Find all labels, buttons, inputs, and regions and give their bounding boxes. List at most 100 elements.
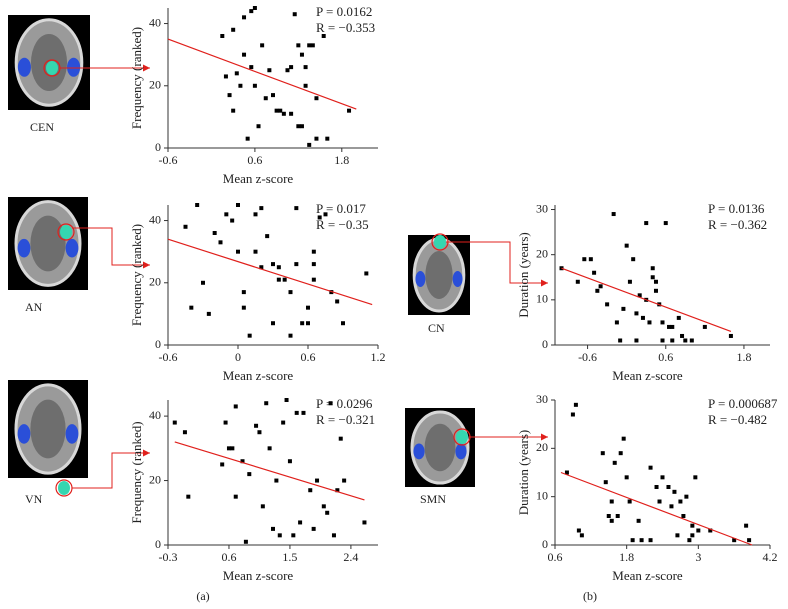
y-tick-label: 20 [536, 440, 548, 454]
activation [456, 430, 468, 444]
scatter-point [667, 324, 672, 329]
scatter-point [227, 93, 232, 98]
scatter-point [614, 320, 619, 325]
scatter-point [636, 518, 641, 523]
scatter-point [299, 124, 304, 129]
scatter-point [294, 410, 299, 415]
scatter-point [230, 218, 235, 223]
scatter-point [634, 311, 639, 316]
scatter-point [311, 526, 316, 531]
y-axis-label: Frequency (ranked) [129, 27, 144, 129]
stat-annotation: R = −0.362 [708, 217, 767, 232]
scatter-point [288, 290, 293, 295]
scatter-point [189, 305, 194, 310]
scatter-point [271, 321, 275, 326]
scatter-point [621, 436, 626, 441]
scatter-point [242, 52, 247, 57]
scatter-point [331, 533, 336, 538]
scatter-point [274, 108, 279, 113]
scatter-point [267, 68, 272, 73]
scatter-point [291, 533, 296, 538]
scatter-point [231, 27, 236, 32]
scatter-point [689, 338, 694, 343]
scatter-point [249, 65, 254, 70]
scatter-point [245, 136, 250, 141]
scatter-point [676, 315, 681, 320]
scatter-point [307, 142, 312, 147]
activation [17, 424, 31, 444]
scatter-point [307, 43, 312, 48]
scatter-point [259, 206, 264, 211]
x-axis-label: Mean z-score [223, 171, 294, 186]
scatter-point [212, 231, 217, 235]
scatter-point [669, 504, 674, 509]
scatter-point [224, 212, 229, 217]
y-tick-label: 30 [536, 392, 548, 406]
scatter-point [260, 504, 265, 509]
x-tick-label: 0 [235, 350, 241, 364]
y-tick-label: 0 [542, 537, 548, 551]
scatter-point [314, 96, 319, 101]
scatter-point [335, 488, 340, 493]
y-tick-label: 40 [149, 408, 161, 422]
scatter-point [647, 320, 652, 325]
scatter-point [347, 108, 352, 113]
scatter-point [618, 338, 623, 343]
scatter-point [236, 249, 240, 254]
scatter-point [611, 212, 616, 217]
scatter-point [630, 538, 635, 543]
scatter-point [281, 111, 286, 116]
scatter-point [663, 221, 668, 226]
stat-annotation: P = 0.0162 [316, 4, 372, 19]
scatter-point [310, 43, 315, 48]
scatter-point [637, 293, 642, 298]
scatter-point [362, 520, 367, 525]
scatter-point [306, 305, 310, 310]
scatter-point [230, 446, 235, 451]
x-tick-label: -0.6 [159, 153, 178, 167]
x-tick-label: -0.3 [159, 550, 178, 564]
scatter-point [220, 462, 225, 467]
arrow-head [541, 433, 548, 441]
trend-line [167, 238, 373, 306]
scatter-point [271, 526, 275, 531]
scatter-point [311, 277, 316, 282]
scatter-point [335, 299, 340, 304]
x-tick-label: 0.6 [548, 550, 563, 564]
scatter-point [595, 288, 600, 293]
activation [60, 225, 72, 239]
scatter-point [220, 34, 225, 38]
x-tick-label: 1.8 [334, 153, 349, 167]
scatter-point [240, 459, 245, 464]
scatter-point [233, 494, 238, 499]
scatter-point [341, 321, 345, 326]
scatter-point [702, 324, 707, 329]
brain-inner [30, 399, 66, 459]
scatter-point [218, 240, 223, 245]
scatter-point [241, 305, 246, 310]
y-tick-label: 0 [155, 337, 161, 351]
scatter-point [195, 203, 200, 207]
stat-annotation: P = 0.0136 [708, 201, 765, 216]
scatter-point [265, 234, 270, 239]
scatter-point [317, 215, 322, 220]
scatter-point [300, 321, 305, 326]
scatter-point [296, 43, 301, 48]
region-label: AN [25, 300, 43, 314]
scatter-point [288, 333, 293, 338]
scatter-point [654, 485, 659, 489]
y-tick-label: 0 [155, 537, 161, 551]
scatter-point [693, 475, 698, 480]
x-axis-label: Mean z-score [612, 568, 683, 583]
scatter-point [605, 302, 610, 307]
scatter-point [311, 262, 316, 267]
activation [65, 424, 79, 444]
brain-inner [424, 423, 456, 472]
scatter-point [690, 533, 695, 538]
scatter-point [321, 34, 326, 38]
stat-annotation: P = 0.000687 [708, 396, 778, 411]
scatter-point [576, 528, 581, 533]
scatter-point [627, 499, 632, 504]
y-tick-label: 40 [149, 212, 161, 226]
y-tick-label: 20 [149, 472, 161, 486]
